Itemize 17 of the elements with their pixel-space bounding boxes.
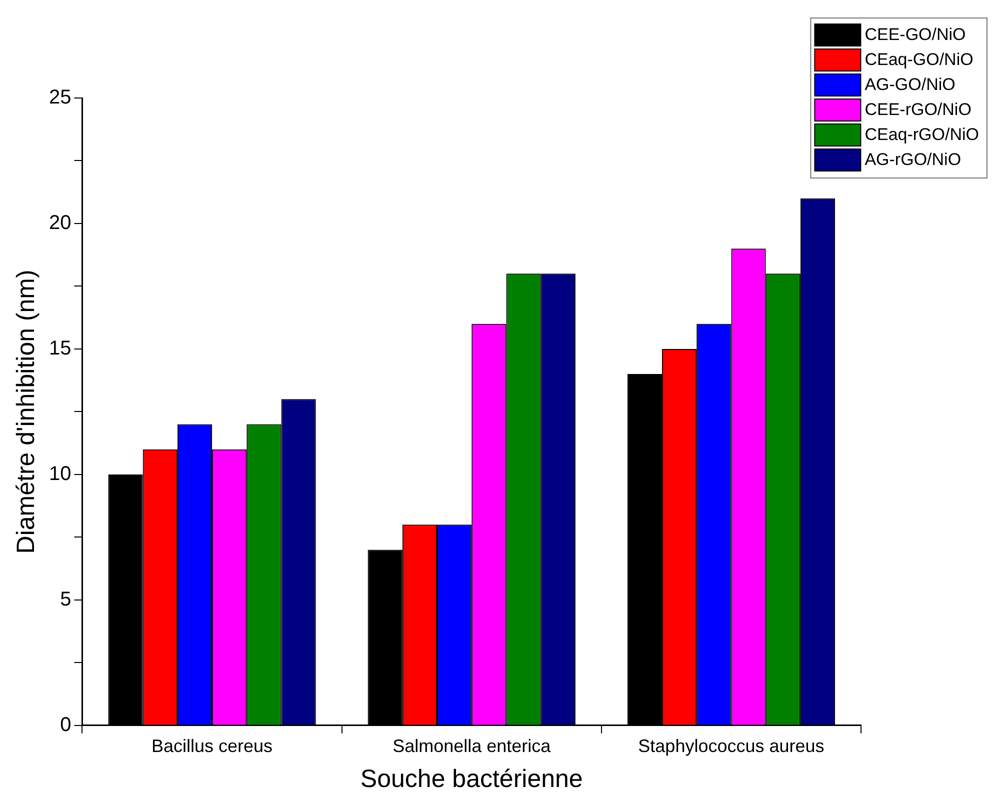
legend-label: AG-rGO/NiO xyxy=(864,150,962,170)
y-tick-label: 25 xyxy=(48,86,72,109)
y-tick-label: 5 xyxy=(60,588,72,610)
x-axis-title: Souche bactérienne xyxy=(360,764,583,793)
y-axis-title: Diamétre d'inhibition (nm) xyxy=(12,270,40,554)
legend-label: CEaq-GO/NiO xyxy=(864,50,974,70)
x-tick-label: Salmonella enterica xyxy=(392,736,552,756)
x-tick-label: Staphylococcus aureus xyxy=(638,736,824,756)
legend-label: CEE-GO/NiO xyxy=(864,25,966,44)
y-tick-label: 15 xyxy=(48,337,72,360)
legend-label: AG-GO/NiO xyxy=(864,75,956,94)
legend-label: CEE-rGO/NiO xyxy=(864,100,972,120)
y-tick-label: 10 xyxy=(48,462,72,485)
y-tick-label: 0 xyxy=(60,714,72,736)
legend-label: CEaq-rGO/NiO xyxy=(864,125,980,144)
y-tick-label: 20 xyxy=(48,212,72,234)
x-tick-label: Bacillus cereus xyxy=(152,736,273,756)
